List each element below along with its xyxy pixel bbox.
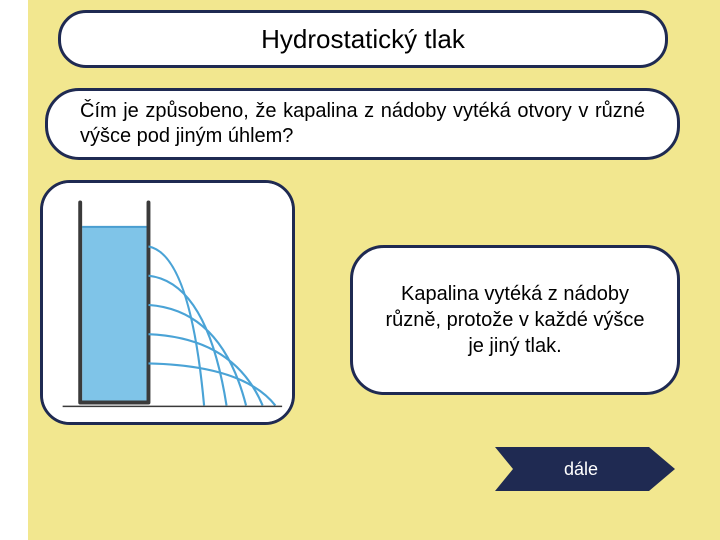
diagram-box — [40, 180, 295, 425]
next-button[interactable]: dále — [495, 447, 675, 491]
question-box: Čím je způsobeno, že kapalina z nádoby v… — [45, 88, 680, 160]
title-text: Hydrostatický tlak — [261, 24, 465, 55]
next-button-label: dále — [495, 447, 675, 491]
slide: Hydrostatický tlak Čím je způsobeno, že … — [0, 0, 720, 540]
title-box: Hydrostatický tlak — [58, 10, 668, 68]
water-streams-diagram — [43, 183, 292, 422]
answer-box: Kapalina vytéká z nádoby různě, protože … — [350, 245, 680, 395]
answer-text: Kapalina vytéká z nádoby různě, protože … — [377, 281, 653, 359]
question-text: Čím je způsobeno, že kapalina z nádoby v… — [80, 99, 645, 149]
bg-left-strip — [0, 0, 28, 540]
